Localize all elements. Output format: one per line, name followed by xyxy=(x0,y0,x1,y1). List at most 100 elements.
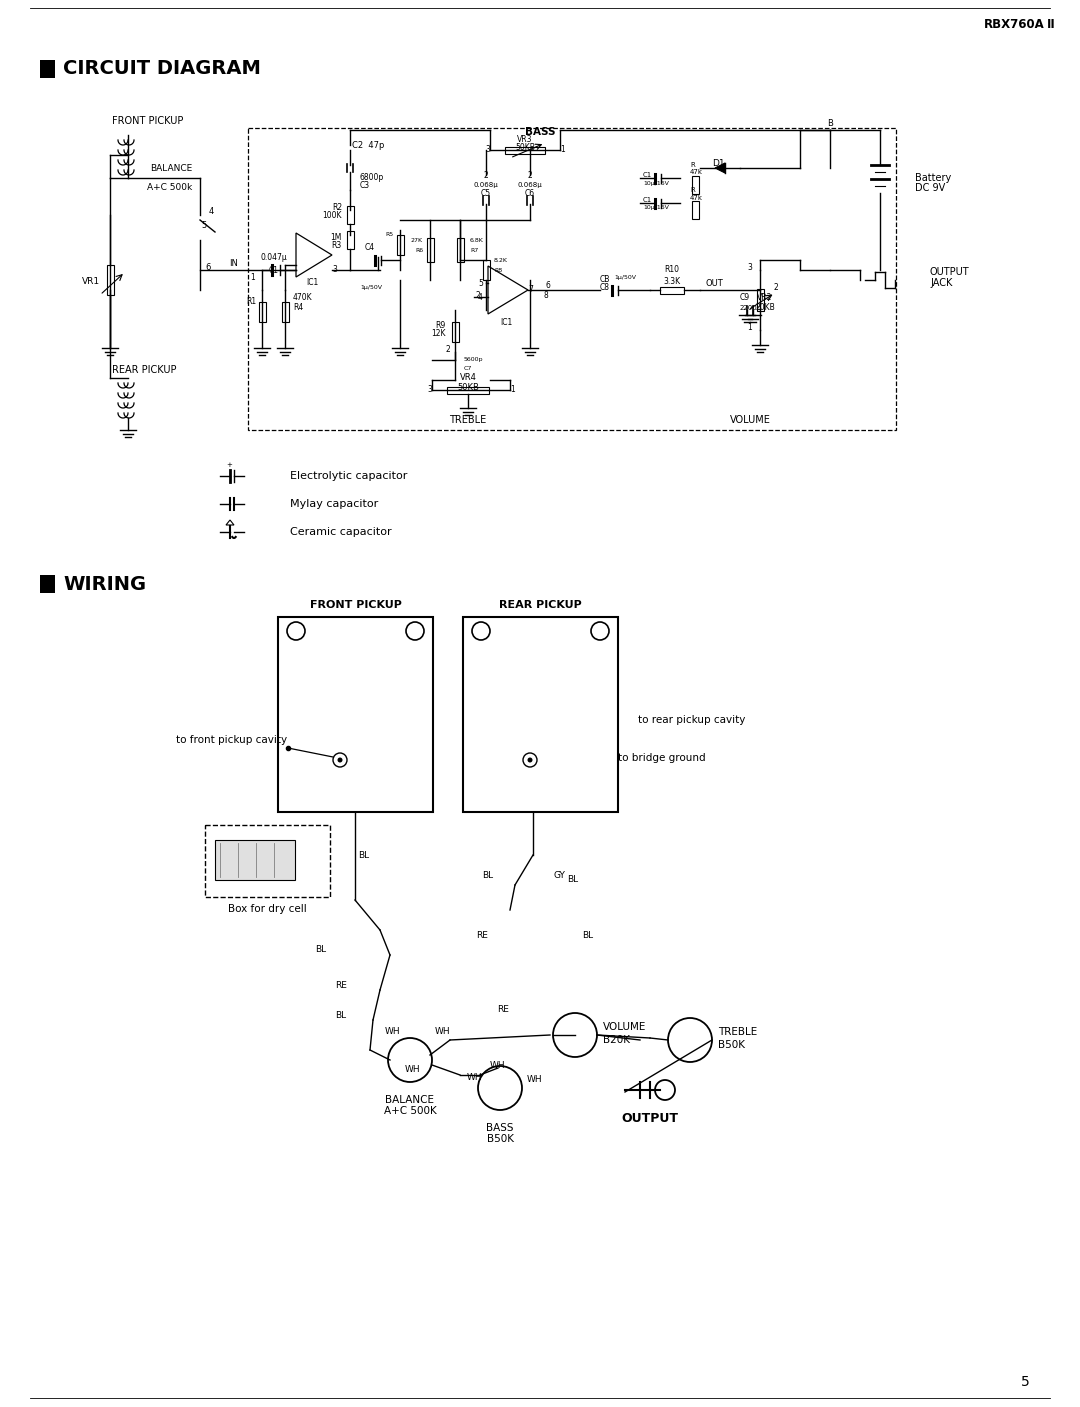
Text: WH: WH xyxy=(467,1072,483,1082)
Text: 7: 7 xyxy=(528,286,534,294)
Bar xyxy=(396,235,404,255)
Text: 1: 1 xyxy=(561,145,565,155)
Text: 50KB: 50KB xyxy=(515,144,535,152)
Bar xyxy=(451,322,459,342)
Text: A+C 500k: A+C 500k xyxy=(147,183,192,191)
Bar xyxy=(483,260,489,280)
Text: VR4: VR4 xyxy=(460,373,476,383)
Text: 47k: 47k xyxy=(690,169,703,174)
Text: C2  47p: C2 47p xyxy=(352,141,384,149)
Text: Mylay capacitor: Mylay capacitor xyxy=(291,499,378,509)
Text: 20KB: 20KB xyxy=(755,303,774,311)
Text: IC1: IC1 xyxy=(500,318,512,326)
Text: RE: RE xyxy=(476,930,488,940)
Bar xyxy=(660,287,684,294)
Text: R8: R8 xyxy=(494,267,502,273)
Text: IN: IN xyxy=(229,259,238,267)
Bar xyxy=(248,128,896,431)
Text: 0.047μ: 0.047μ xyxy=(260,252,287,262)
Text: R10: R10 xyxy=(664,266,679,274)
Text: B50K: B50K xyxy=(718,1040,745,1050)
Text: B50K: B50K xyxy=(486,1134,513,1144)
Bar xyxy=(463,618,618,812)
Text: OUTPUT: OUTPUT xyxy=(930,267,970,277)
Text: C1: C1 xyxy=(643,172,652,179)
Text: 2: 2 xyxy=(475,290,480,300)
Bar xyxy=(40,61,55,77)
Text: BL: BL xyxy=(315,946,326,954)
Bar xyxy=(205,825,330,898)
Text: 6.8K: 6.8K xyxy=(470,238,484,242)
Text: R9: R9 xyxy=(435,321,446,329)
Circle shape xyxy=(337,757,342,763)
Text: 1: 1 xyxy=(510,386,515,394)
Text: GY: GY xyxy=(553,871,565,879)
Circle shape xyxy=(527,757,532,763)
Text: 10μ/16V: 10μ/16V xyxy=(643,180,669,186)
Text: 0.068μ: 0.068μ xyxy=(517,182,542,189)
Text: C1: C1 xyxy=(643,197,652,203)
Text: VR2: VR2 xyxy=(757,294,772,303)
Text: to rear pickup cavity: to rear pickup cavity xyxy=(638,715,745,725)
Text: 6800p: 6800p xyxy=(360,173,384,183)
Text: to front pickup cavity: to front pickup cavity xyxy=(176,734,287,744)
Text: C6: C6 xyxy=(525,189,535,197)
Bar xyxy=(258,303,266,322)
Text: 2200p: 2200p xyxy=(740,305,762,311)
Text: 1μ/50V: 1μ/50V xyxy=(615,276,636,280)
Bar xyxy=(691,176,699,194)
Text: Box for dry cell: Box for dry cell xyxy=(228,905,307,915)
Text: WH: WH xyxy=(435,1027,450,1037)
Text: R4: R4 xyxy=(293,303,303,311)
Text: 27K: 27K xyxy=(410,238,423,242)
Text: 1μ/50V: 1μ/50V xyxy=(360,286,382,290)
Text: 6: 6 xyxy=(545,280,550,290)
Text: 1: 1 xyxy=(251,273,255,283)
Text: R6: R6 xyxy=(415,248,423,252)
Text: R: R xyxy=(690,162,694,167)
Text: BL: BL xyxy=(482,871,492,879)
Bar xyxy=(107,265,113,295)
Bar xyxy=(278,618,433,812)
Text: Ceramic capacitor: Ceramic capacitor xyxy=(291,528,392,537)
Text: C8: C8 xyxy=(600,283,610,293)
Text: CIRCUIT DIAGRAM: CIRCUIT DIAGRAM xyxy=(63,59,261,79)
Bar xyxy=(215,840,295,879)
Text: VOLUME: VOLUME xyxy=(730,415,771,425)
Text: 6: 6 xyxy=(205,263,211,273)
Text: BALANCE: BALANCE xyxy=(386,1095,434,1104)
Bar xyxy=(505,146,545,153)
Text: to bridge ground: to bridge ground xyxy=(618,753,705,763)
Text: +: + xyxy=(226,461,232,469)
Text: Battery: Battery xyxy=(915,173,951,183)
Text: 5: 5 xyxy=(1021,1375,1029,1389)
Text: 5: 5 xyxy=(478,279,483,287)
Text: 3.3K: 3.3K xyxy=(663,277,680,286)
Text: 50KB: 50KB xyxy=(457,383,478,391)
Polygon shape xyxy=(715,163,725,173)
Text: TREBLE: TREBLE xyxy=(718,1027,757,1037)
Text: R1: R1 xyxy=(246,297,256,307)
Text: 0.068μ: 0.068μ xyxy=(474,182,498,189)
Text: C3: C3 xyxy=(360,182,370,190)
Text: C5: C5 xyxy=(481,189,491,197)
Text: Ⅱ: Ⅱ xyxy=(1047,17,1055,31)
Text: RE: RE xyxy=(497,1006,509,1014)
Text: IC1: IC1 xyxy=(306,279,319,287)
Bar xyxy=(347,205,353,224)
Text: 10μ/16V: 10μ/16V xyxy=(643,205,669,211)
Text: REAR PICKUP: REAR PICKUP xyxy=(499,599,582,611)
Text: A+C 500K: A+C 500K xyxy=(383,1106,436,1116)
Text: 2: 2 xyxy=(484,170,488,180)
Text: WIRING: WIRING xyxy=(63,574,146,594)
Text: 5600p: 5600p xyxy=(464,357,484,363)
Text: 4: 4 xyxy=(208,207,214,217)
Text: 100K: 100K xyxy=(323,211,342,221)
Text: WH: WH xyxy=(527,1075,542,1085)
Text: 1M: 1M xyxy=(330,232,342,242)
Text: BL: BL xyxy=(567,875,578,885)
Text: VR3: VR3 xyxy=(517,135,532,145)
Text: 470K: 470K xyxy=(293,293,312,301)
Text: RBX760A: RBX760A xyxy=(984,17,1045,31)
Bar xyxy=(40,575,55,592)
